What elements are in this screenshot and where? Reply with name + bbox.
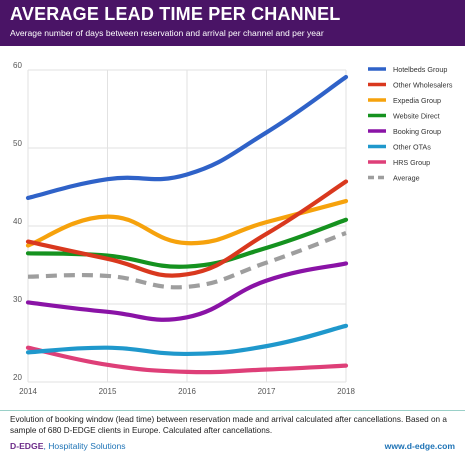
brand-name: D-EDGE (10, 441, 44, 451)
series-lines (25, 74, 349, 375)
x-tick-label: 2014 (19, 387, 37, 396)
series-line-booking-group (25, 261, 349, 322)
x-tick-label: 2016 (178, 387, 196, 396)
chart-area: 20 30 40 50 60 2014 2015 2016 2017 2018 Hotelbeds… (13, 61, 453, 396)
series-line-average (27, 231, 347, 290)
legend-label: Average (393, 174, 420, 183)
brand-tagline: , Hospitality Solutions (43, 441, 126, 451)
legend: Hotelbeds Group Other Wholesalers Expedia … (368, 65, 453, 183)
y-tick-label: 30 (13, 295, 22, 304)
legend-label: Other OTAs (393, 143, 431, 152)
series-line-other-otas (25, 323, 349, 357)
legend-label: HRS Group (393, 158, 430, 167)
legend-label: Expedia Group (393, 96, 441, 105)
grid-lines (27, 69, 347, 383)
footer-caption: Evolution of booking window (lead time) … (10, 415, 447, 435)
footer-divider (0, 410, 465, 411)
legend-label: Website Direct (393, 112, 440, 121)
y-tick-label: 20 (13, 373, 22, 382)
series-line-other-wholesalers (25, 179, 349, 278)
brand-credit: D-EDGE, Hospitality Solutions (10, 441, 126, 451)
x-tick-label: 2018 (337, 387, 355, 396)
chart-title: AVERAGE LEAD TIME PER CHANNEL (10, 4, 341, 24)
axis-labels: 20 30 40 50 60 2014 2015 2016 2017 2018 (13, 61, 355, 396)
x-tick-label: 2017 (258, 387, 276, 396)
chart-header: AVERAGE LEAD TIME PER CHANNEL Average nu… (0, 0, 465, 46)
x-tick-label: 2015 (99, 387, 117, 396)
series-line-hrs-group (25, 345, 349, 375)
legend-label: Hotelbeds Group (393, 65, 447, 74)
y-tick-label: 50 (13, 139, 22, 148)
y-tick-label: 60 (13, 61, 22, 70)
legend-label: Other Wholesalers (393, 81, 453, 90)
legend-label: Booking Group (393, 127, 441, 136)
website-link[interactable]: www.d-edge.com (384, 441, 455, 451)
chart-subtitle: Average number of days between reservati… (10, 28, 324, 38)
y-tick-label: 40 (13, 217, 22, 226)
series-line-hotelbeds-group (25, 74, 349, 201)
